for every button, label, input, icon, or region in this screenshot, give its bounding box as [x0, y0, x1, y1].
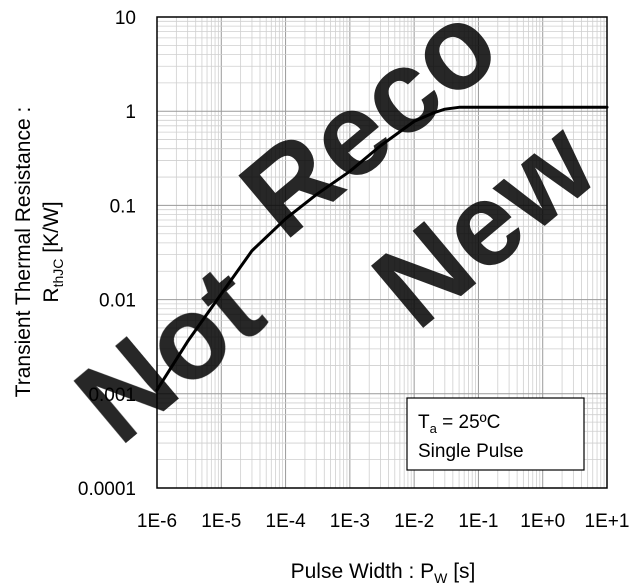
y-axis-label-line-1: Transient Thermal Resistance : — [12, 107, 35, 398]
plot-frame — [156, 16, 608, 489]
y-tick-label: 1 — [125, 102, 136, 123]
y-axis-label-line-2: RthJC [K/W] — [40, 201, 66, 302]
x-tick-labels: 1E-6 1E-5 1E-4 1E-3 1E-2 1E-1 1E+0 1E+1 — [137, 511, 630, 532]
x-axis-label: Pulse Width : PW [s] — [291, 560, 476, 585]
thermal-resistance-curve — [155, 105, 609, 392]
x-tick-label: 1E+1 — [585, 511, 630, 532]
x-tick-label: 1E-2 — [394, 511, 434, 532]
y-tick-label: 0.001 — [88, 385, 136, 406]
y-tick-label: 10 — [115, 8, 136, 29]
annotation-box: Ta = 25ºC Single Pulse — [406, 397, 585, 471]
y-tick-label: 0.0001 — [78, 479, 136, 500]
y-tick-label: 0.1 — [110, 196, 136, 217]
x-tick-label: 1E-3 — [330, 511, 370, 532]
annotation-line-2: Single Pulse — [418, 441, 524, 462]
y-tick-labels: 0.0001 0.001 0.01 0.1 1 10 — [78, 8, 136, 500]
x-tick-label: 1E-6 — [137, 511, 177, 532]
x-tick-label: 1E-1 — [458, 511, 498, 532]
x-tick-label: 1E-4 — [266, 511, 307, 532]
x-tick-label: 1E-5 — [201, 511, 241, 532]
x-tick-label: 1E+0 — [520, 511, 565, 532]
y-tick-label: 0.01 — [99, 291, 136, 312]
annotation-line-1: Ta = 25ºC — [418, 412, 500, 436]
